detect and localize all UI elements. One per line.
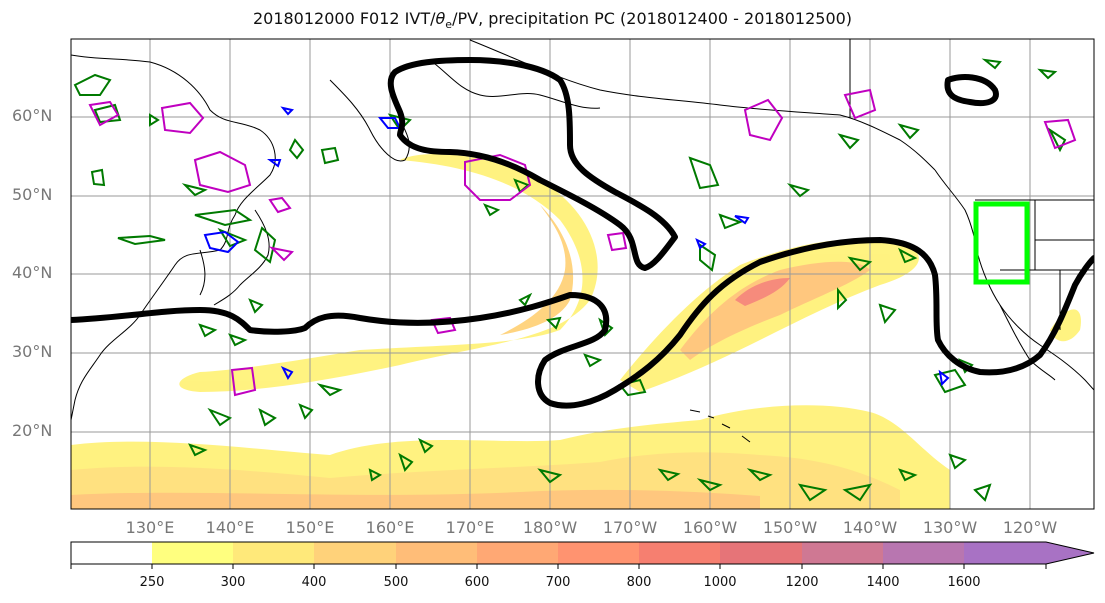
ivt-eastern-river-mid <box>680 261 870 360</box>
map-frame <box>70 38 1095 510</box>
ivt-shading <box>71 154 1081 509</box>
colorbar-outline <box>70 541 1095 565</box>
lon-label-140e: 140°E <box>205 518 255 537</box>
map-area <box>71 39 1094 509</box>
lon-label-160w: 160°W <box>682 518 738 537</box>
lon-label-140w: 140°W <box>842 518 898 537</box>
lon-label-160e: 160°E <box>365 518 415 537</box>
lon-label-120w: 120°W <box>1002 518 1058 537</box>
lat-label-20n: 20°N <box>12 421 53 440</box>
theta-e-small-loop <box>944 74 999 107</box>
coast-hawaii <box>689 409 751 443</box>
colorbar-tick-700: 700 <box>545 575 571 590</box>
border-states <box>1000 200 1094 330</box>
coast-korea <box>199 249 206 296</box>
colorbar-tick-250: 250 <box>139 575 165 590</box>
coast-alaska <box>469 39 936 171</box>
lon-label-150e: 150°E <box>285 518 335 537</box>
lon-label-180w: 180°W <box>522 518 578 537</box>
map-title: 2018012000 F012 IVT/θe/PV, precipitation… <box>252 9 853 32</box>
graticule <box>71 39 1094 509</box>
colorbar-tick-500: 500 <box>383 575 409 590</box>
colorbar-tick-1200: 1200 <box>785 575 819 590</box>
lon-label-150w: 150°W <box>762 518 818 537</box>
ivt-baja-patch <box>1050 309 1081 342</box>
lat-label-30n: 30°N <box>12 342 53 361</box>
target-region-box <box>973 201 1030 285</box>
negative-pv-contours <box>203 106 950 387</box>
theta-e-contours <box>71 57 1094 409</box>
colorbar <box>70 541 1095 569</box>
lon-label-130e: 130°E <box>125 518 175 537</box>
ivt-tropical-band-high <box>71 489 760 509</box>
ivt-eastern-river-core <box>735 278 790 306</box>
lon-label-170e: 170°E <box>445 518 495 537</box>
colorbar-tick-1000: 1000 <box>703 575 737 590</box>
colorbar-tick-600: 600 <box>464 575 490 590</box>
lon-label-170w: 170°W <box>602 518 658 537</box>
coast-asia <box>71 54 276 421</box>
precipitation-contours <box>88 88 1077 397</box>
colorbar-tick-400: 400 <box>301 575 327 590</box>
colorbar-tick-800: 800 <box>626 575 652 590</box>
theta-e-main <box>71 237 1094 409</box>
lon-label-130w: 130°W <box>922 518 978 537</box>
colorbar-tick-300: 300 <box>220 575 246 590</box>
coast-kamchatka <box>329 79 410 162</box>
colorbar-tick-1400: 1400 <box>866 575 900 590</box>
lat-label-50n: 50°N <box>12 185 53 204</box>
lat-label-60n: 60°N <box>12 106 53 125</box>
colorbar-tick-1600: 1600 <box>947 575 981 590</box>
theta-e-north-loop <box>387 57 678 271</box>
lat-label-40n: 40°N <box>12 263 53 282</box>
